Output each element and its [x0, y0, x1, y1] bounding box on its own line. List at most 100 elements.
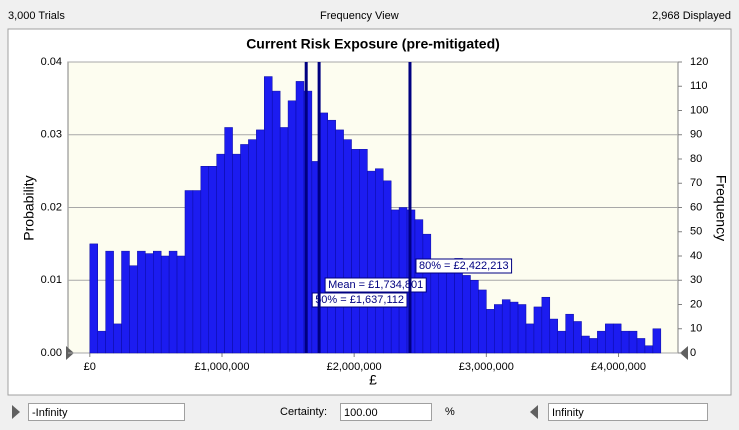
- histogram-bar: [97, 330, 106, 354]
- histogram-bar: [494, 304, 503, 354]
- histogram-bar: [375, 168, 384, 354]
- histogram-bar: [525, 323, 535, 354]
- marker-label-box: [415, 258, 513, 274]
- histogram-bar: [541, 296, 551, 354]
- y2-tick-label: 60: [690, 201, 702, 213]
- y-tick-label: 0.02: [41, 201, 62, 213]
- displayed-count: 2,968 Displayed: [652, 10, 731, 22]
- histogram-bar: [343, 139, 352, 354]
- certainty-input[interactable]: 100.00: [340, 403, 432, 421]
- histogram-bar: [438, 260, 447, 354]
- histogram-bar: [168, 250, 178, 354]
- y-tick-label: 0.00: [41, 347, 62, 359]
- histogram-bar: [240, 144, 249, 354]
- histogram-bar: [160, 255, 170, 354]
- histogram-bar: [573, 321, 582, 354]
- histogram-bar: [89, 243, 98, 354]
- histogram-bar: [271, 90, 281, 354]
- y-axis-label: Probability: [21, 175, 37, 240]
- certainty-label: Certainty:: [280, 406, 328, 418]
- left-arrow[interactable]: [12, 405, 20, 419]
- y2-tick-label: 110: [690, 80, 708, 92]
- histogram-bar: [382, 180, 392, 354]
- histogram-bar: [509, 301, 519, 354]
- y2-tick-label: 70: [690, 177, 702, 189]
- right-arrow[interactable]: [530, 405, 538, 419]
- percent-sign: %: [445, 406, 455, 418]
- histogram-bar: [581, 335, 590, 354]
- y2-tick-label: 0: [690, 347, 696, 359]
- histogram-bar: [486, 309, 495, 354]
- marker-label-box: [311, 292, 408, 308]
- histogram-bar: [446, 265, 455, 354]
- x-tick-label: £3,000,000: [459, 361, 514, 373]
- left-value-input[interactable]: -Infinity: [28, 403, 185, 421]
- histogram-bar: [200, 166, 210, 354]
- histogram-bar: [597, 330, 606, 354]
- histogram-bar: [129, 265, 138, 354]
- marker-label-box: [324, 277, 427, 293]
- histogram-bar: [501, 299, 511, 354]
- histogram-bar: [224, 127, 233, 354]
- histogram-bar: [113, 323, 122, 354]
- y-tick-label: 0.04: [41, 56, 62, 68]
- marker-label: 80% = £2,422,213: [419, 260, 509, 272]
- histogram-bar: [327, 119, 336, 354]
- y-tick-label: 0.03: [41, 129, 62, 141]
- y2-tick-label: 90: [690, 129, 702, 141]
- x-tick-label: £1,000,000: [194, 361, 249, 373]
- marker-label: 50% = £1,637,112: [315, 294, 404, 306]
- x-axis-label: £: [369, 372, 377, 388]
- histogram-bar: [145, 253, 154, 354]
- histogram-bar: [192, 190, 202, 354]
- histogram-bar: [422, 233, 432, 354]
- histogram-bar: [367, 170, 376, 354]
- histogram-bar: [105, 250, 114, 354]
- histogram-bar: [319, 112, 328, 354]
- histogram-bar: [565, 313, 574, 354]
- histogram-bar: [335, 129, 344, 354]
- histogram-bar: [287, 100, 297, 354]
- x-tick-label: £0: [84, 361, 96, 373]
- y2-tick-label: 30: [690, 274, 702, 286]
- histogram-bar: [232, 153, 241, 354]
- histogram-bar: [533, 306, 543, 354]
- y2-tick-label: 20: [690, 298, 702, 310]
- histogram-bar: [605, 323, 614, 354]
- histogram-bar: [636, 338, 646, 354]
- histogram-bar: [557, 330, 566, 354]
- y2-tick-label: 100: [690, 104, 708, 116]
- y2-tick-label: 40: [690, 250, 702, 262]
- marker-label: Mean = £1,734,801: [328, 279, 423, 291]
- histogram-bar: [279, 127, 289, 354]
- chart-title: Current Risk Exposure (pre-mitigated): [246, 36, 500, 52]
- right-slider[interactable]: [680, 346, 688, 360]
- histogram-bar: [517, 304, 527, 354]
- histogram-bar: [176, 255, 186, 354]
- histogram-bar: [208, 166, 217, 354]
- histogram-bar: [137, 250, 146, 354]
- x-tick-label: £2,000,000: [327, 361, 382, 373]
- histogram-bar: [248, 139, 257, 354]
- histogram-bar: [256, 129, 265, 354]
- view-name: Frequency View: [320, 10, 399, 22]
- histogram-bar: [462, 275, 471, 354]
- histogram-bar: [216, 153, 225, 354]
- histogram-bar: [430, 260, 440, 354]
- right-value-input[interactable]: Infinity: [548, 403, 708, 421]
- histogram-bar: [351, 149, 360, 354]
- x-tick-label: £4,000,000: [591, 361, 646, 373]
- y2-tick-label: 50: [690, 226, 702, 238]
- y2-tick-label: 120: [690, 56, 708, 68]
- histogram-bar: [184, 190, 194, 354]
- y2-axis-label: Frequency: [713, 175, 729, 241]
- y2-tick-label: 10: [690, 323, 702, 335]
- histogram-bar: [478, 289, 487, 354]
- histogram-bar: [644, 345, 654, 354]
- histogram-bar: [295, 81, 305, 354]
- histogram-bar: [620, 330, 630, 354]
- histogram-bar: [612, 323, 622, 354]
- y-tick-label: 0.01: [41, 274, 62, 286]
